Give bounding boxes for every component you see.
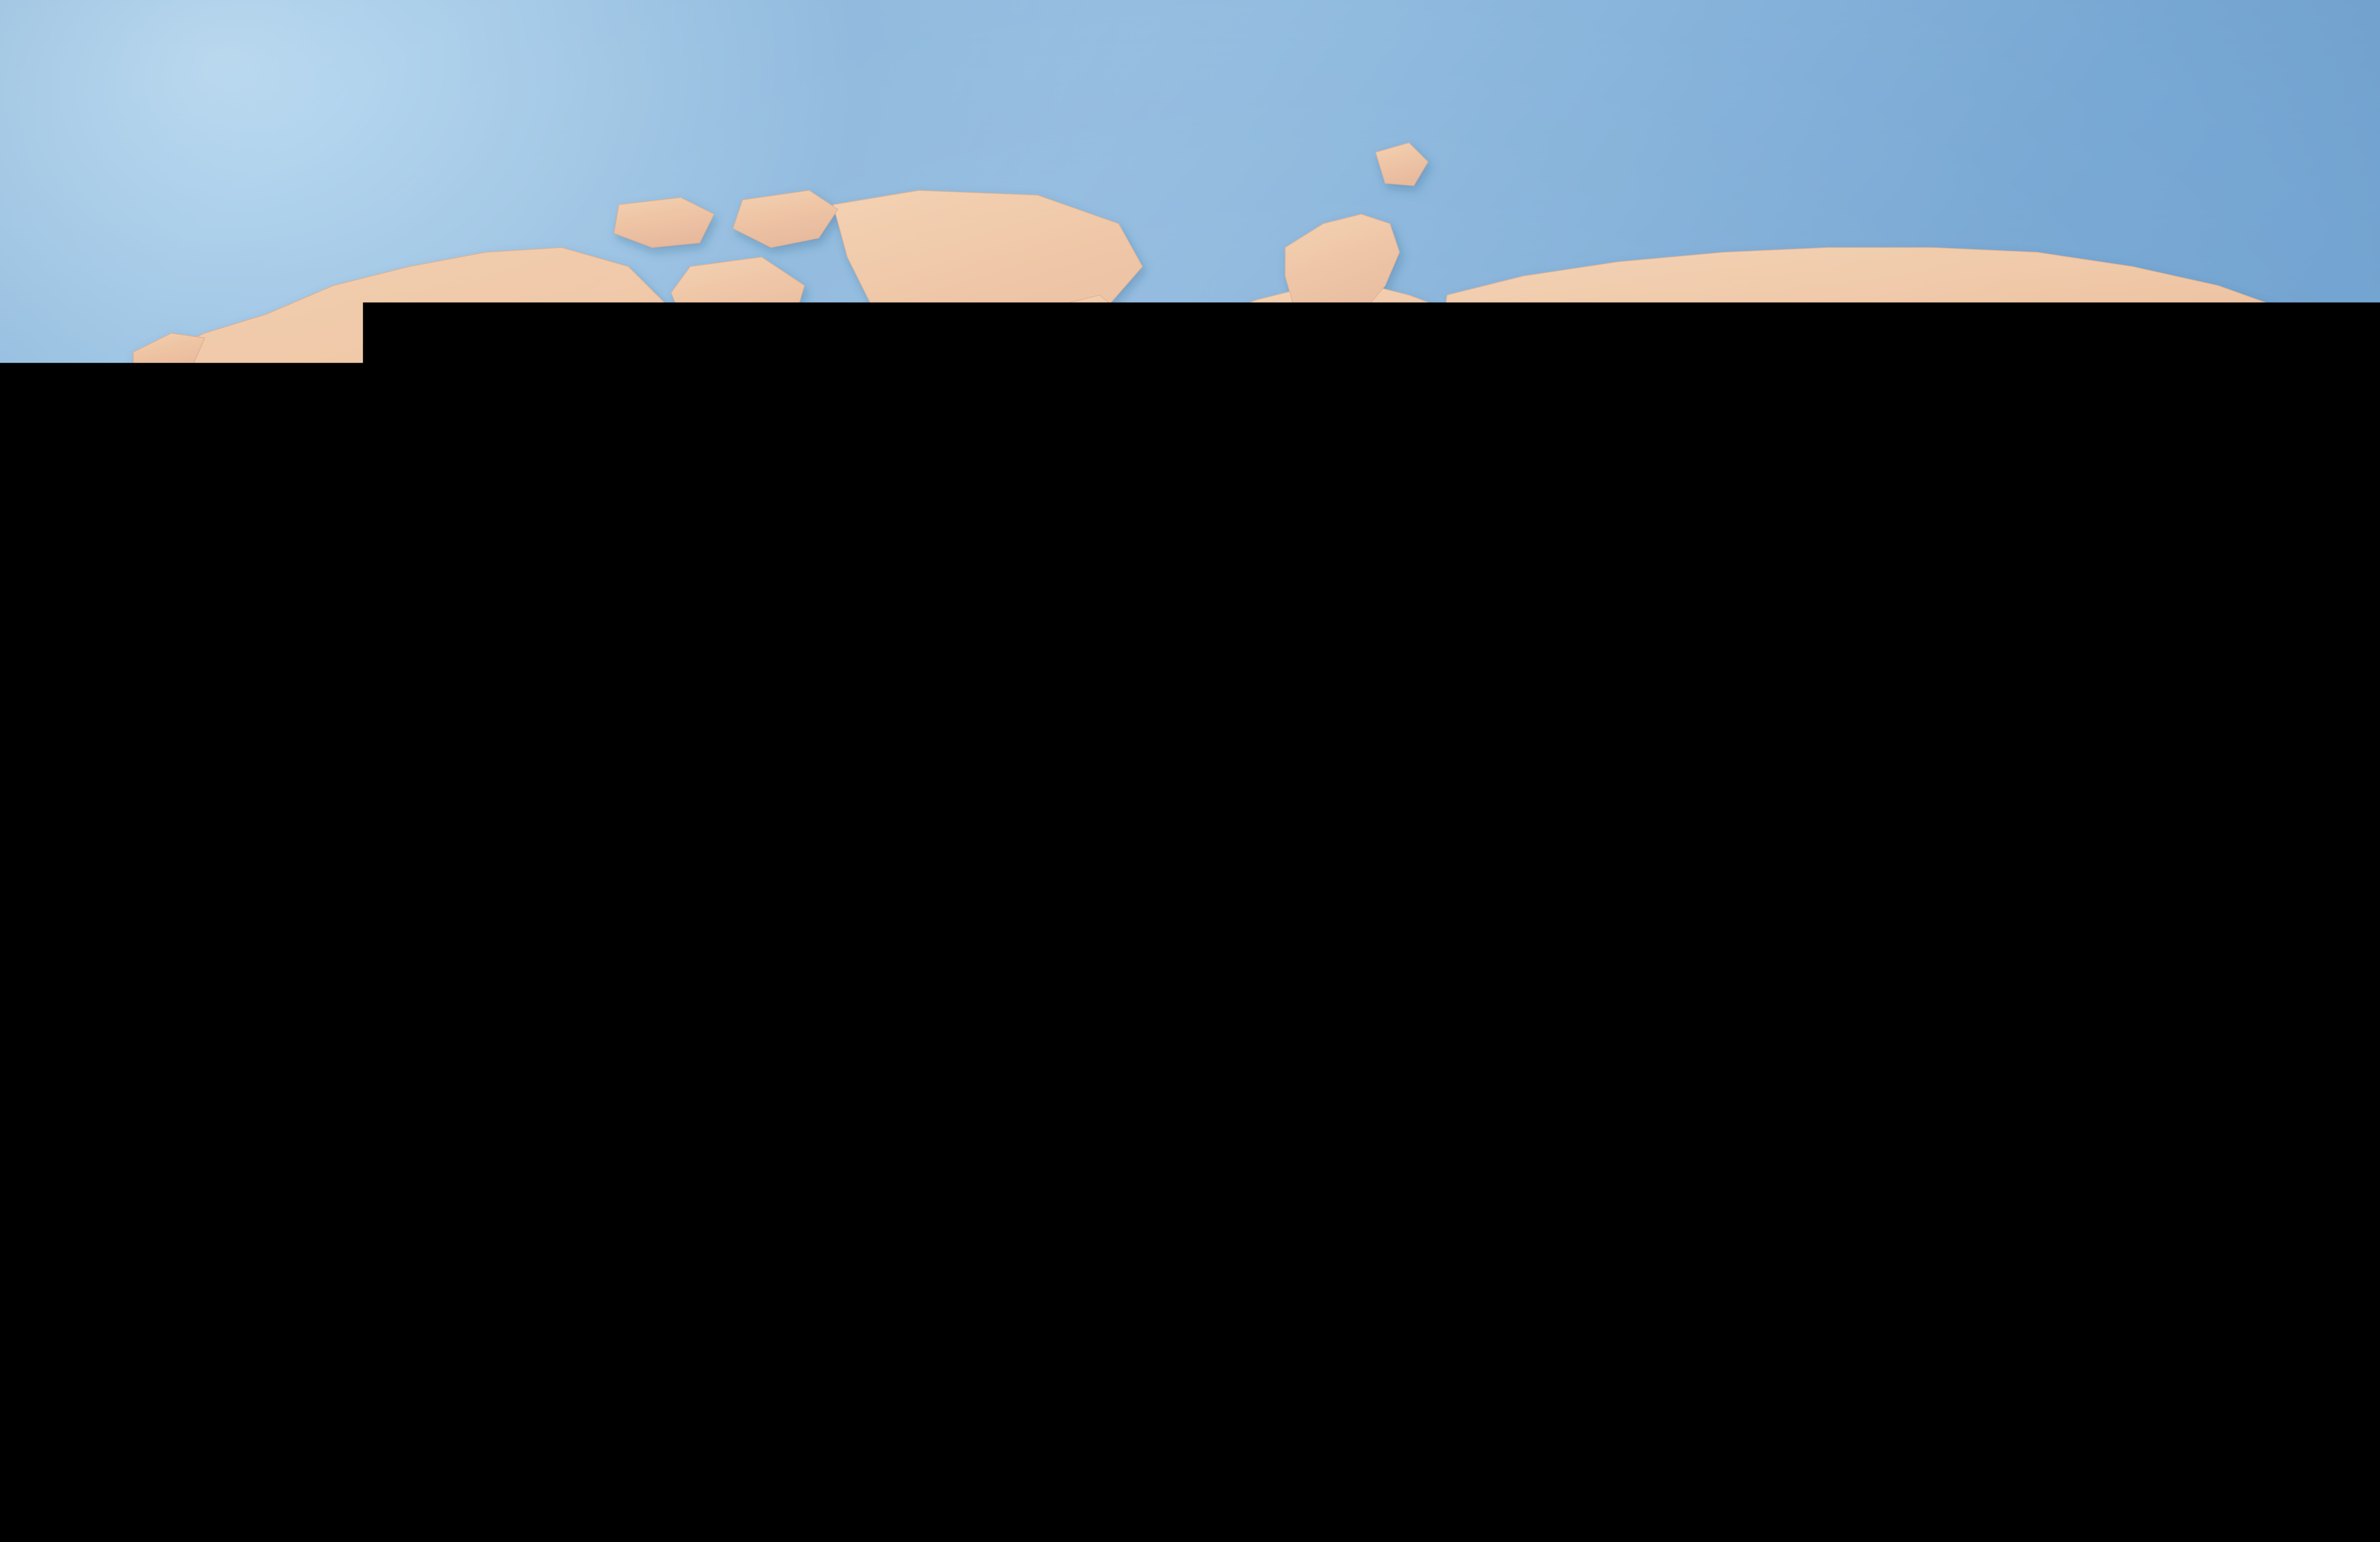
landmass-borneo xyxy=(2085,819,2175,914)
author-credit[interactable]: karim_douieb xyxy=(2356,1406,2380,1460)
landmass-sulawesi xyxy=(2190,828,2232,909)
landmass-aus xyxy=(2102,961,2380,1233)
landmass-africa xyxy=(1109,528,1595,1228)
landmass-arabia xyxy=(1552,604,1685,752)
landmass-newfound xyxy=(766,495,828,538)
landmass-tasmania xyxy=(2256,1252,2294,1299)
title-line-1: Average Male Body xyxy=(720,1209,2022,1303)
landmass-florida xyxy=(557,700,595,761)
landmass-ellesmere xyxy=(733,190,838,247)
landmass-japan xyxy=(2304,481,2380,614)
landmass-java xyxy=(2025,914,2132,940)
landmass-russia_asia xyxy=(1442,247,2370,485)
landmass-nam xyxy=(143,247,733,766)
twitter-bird-icon[interactable] xyxy=(2356,1406,2380,1460)
landmass-baffin xyxy=(671,257,804,352)
landmass-iberia xyxy=(1128,485,1219,547)
landmass-mi1 xyxy=(2171,776,2194,799)
landmass-alaska_pen xyxy=(95,371,157,409)
data-source: Data Source: American Journal of Physica… xyxy=(1803,1484,2380,1512)
landmass-phil2 xyxy=(2237,795,2268,838)
landmass-cuba xyxy=(605,800,681,828)
landmass-hokkaido xyxy=(2347,440,2380,481)
landmass-sumatra xyxy=(1971,781,2061,890)
landmass-mi2 xyxy=(2152,739,2174,759)
landmass-svalbard xyxy=(1376,143,1428,186)
landmass-sea_mainland xyxy=(2061,681,2152,833)
landmass-madagascar xyxy=(1568,995,1618,1114)
nipple xyxy=(1935,655,1944,664)
poster-canvas: Average Male Body Hair Distributions kar… xyxy=(0,0,2380,1542)
landmass-india xyxy=(1790,576,1947,823)
landmass-indonesia_e xyxy=(2256,897,2304,933)
landmass-philippines xyxy=(2206,733,2247,790)
page-title: Average Male Body Hair Distributions xyxy=(720,1209,2022,1397)
landmass-carib_s xyxy=(740,828,771,845)
data-source-text: Data Source: American Journal of Physica… xyxy=(1982,1484,2380,1512)
landmass-centralam xyxy=(585,838,676,919)
landmass-ireland xyxy=(1121,381,1159,424)
landmass-newguinea xyxy=(2323,852,2380,928)
landmass-hisp xyxy=(690,819,735,840)
landmass-arctic_isl xyxy=(614,198,714,247)
title-line-2: Hair Distributions xyxy=(720,1303,2022,1397)
landmass-srilanka xyxy=(1894,840,1918,880)
nipple-marker xyxy=(1924,643,1957,675)
